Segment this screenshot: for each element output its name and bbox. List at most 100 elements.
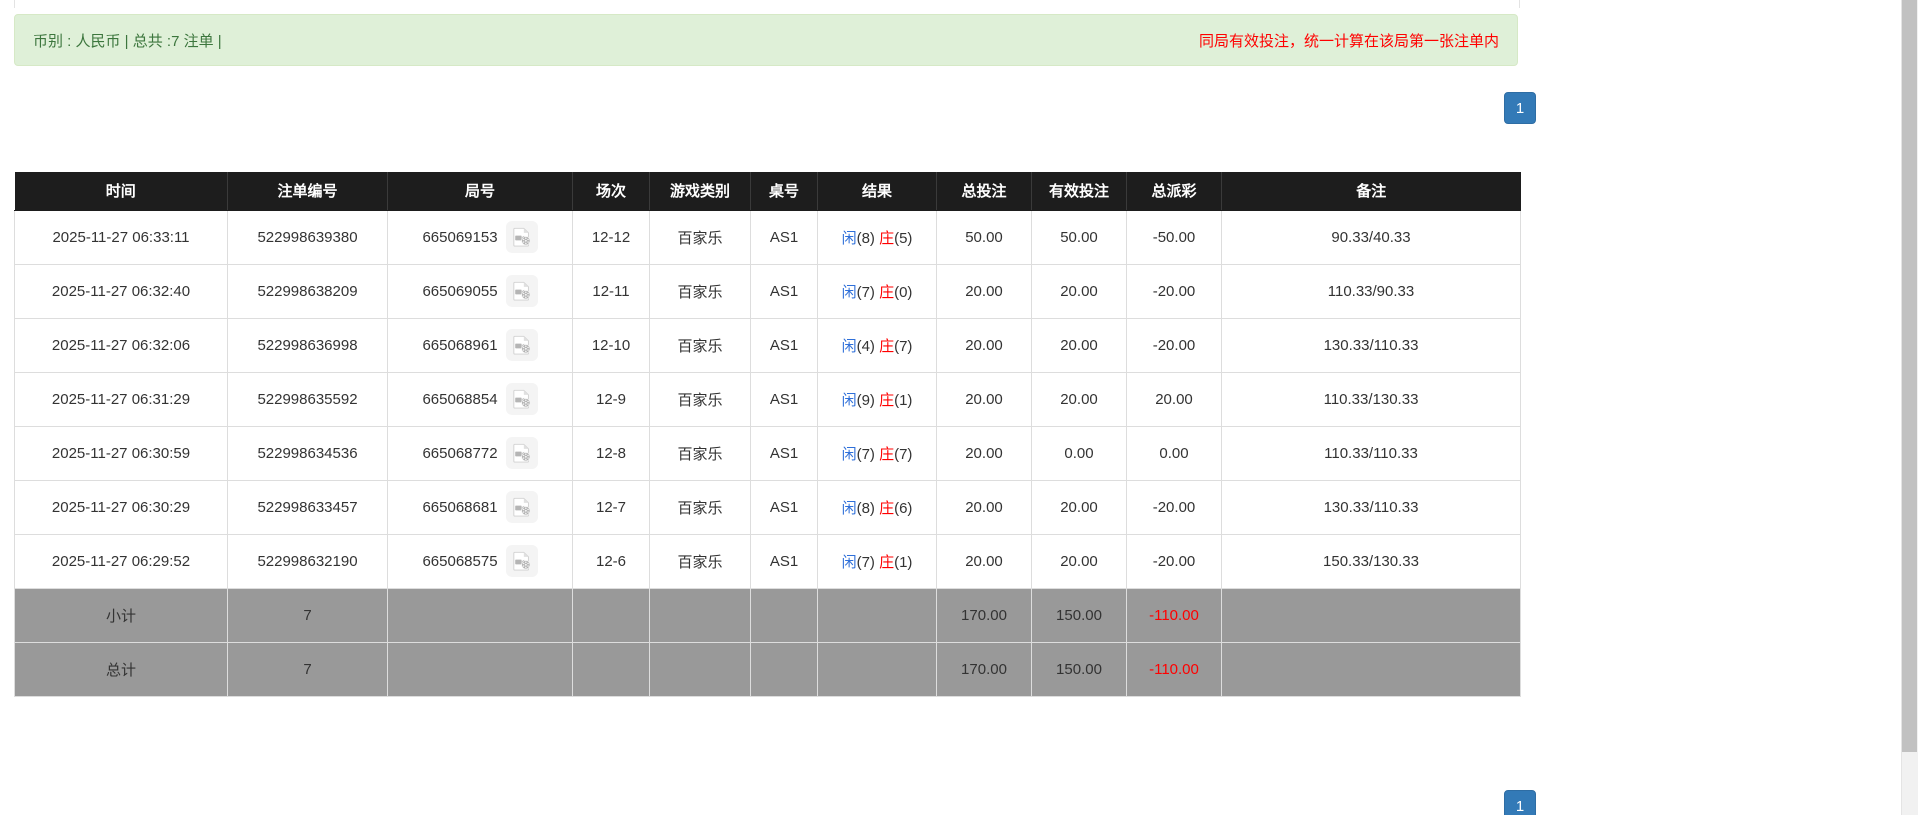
cell-session: 12-6 bbox=[572, 534, 650, 589]
cell-time: 2025-11-27 06:30:29 bbox=[14, 480, 228, 535]
subtotal-row: 小计 7 170.00 150.00 -110.00 bbox=[14, 588, 1521, 643]
video-file-icon[interactable] bbox=[505, 491, 538, 523]
vertical-scrollbar-track[interactable] bbox=[1901, 0, 1918, 815]
cell-round-no: 665068575 bbox=[387, 534, 573, 589]
cell-session: 12-9 bbox=[572, 372, 650, 427]
cell-total-payout: -20.00 bbox=[1126, 534, 1222, 589]
cell-round-no: 665068961 bbox=[387, 318, 573, 373]
result-player-label: 闲 bbox=[841, 337, 857, 355]
cell-result: 闲(8) 庄(6) bbox=[817, 480, 937, 535]
cell-game-type: 百家乐 bbox=[649, 426, 751, 481]
column-header-session[interactable]: 场次 bbox=[572, 172, 650, 211]
result-player-value: (4) bbox=[856, 337, 875, 355]
video-file-icon[interactable] bbox=[505, 275, 538, 307]
table-row: 2025-11-27 06:29:52 522998632190 665068575… bbox=[14, 534, 1521, 589]
cell-game-type: 百家乐 bbox=[649, 480, 751, 535]
pagination-page-1-bottom[interactable]: 1 bbox=[1504, 790, 1536, 815]
video-file-icon[interactable] bbox=[505, 329, 538, 361]
result-player-value: (7) bbox=[856, 553, 875, 571]
cell-remark: 130.33/110.33 bbox=[1221, 480, 1521, 535]
cell-table-no: AS1 bbox=[750, 534, 818, 589]
summary-blank-game-type bbox=[649, 588, 751, 643]
result-banker-value: (0) bbox=[894, 283, 913, 301]
cell-result: 闲(7) 庄(1) bbox=[817, 534, 937, 589]
column-header-time[interactable]: 时间 bbox=[14, 172, 228, 211]
cell-total-payout: -20.00 bbox=[1126, 318, 1222, 373]
cell-session: 12-7 bbox=[572, 480, 650, 535]
cell-valid-bet: 20.00 bbox=[1031, 318, 1127, 373]
result-player-label: 闲 bbox=[841, 499, 857, 517]
page-top-strip bbox=[14, 0, 1520, 8]
bet-records-table-container: 时间 注单编号 局号 场次 游戏类别 桌号 结果 总投注 有效投注 总派彩 备注… bbox=[14, 172, 1521, 697]
table-row: 2025-11-27 06:30:59 522998634536 665068772… bbox=[14, 426, 1521, 481]
column-header-table-no[interactable]: 桌号 bbox=[750, 172, 818, 211]
cell-round-no: 665068681 bbox=[387, 480, 573, 535]
valid-bet-notice-text: 同局有效投注，统一计算在该局第一张注单内 bbox=[1198, 32, 1499, 50]
result-banker-label: 庄 bbox=[874, 337, 895, 355]
table-row: 2025-11-27 06:32:40 522998638209 665069055… bbox=[14, 264, 1521, 319]
cell-total-payout: -20.00 bbox=[1126, 480, 1222, 535]
cell-result: 闲(4) 庄(7) bbox=[817, 318, 937, 373]
cell-round-no: 665068854 bbox=[387, 372, 573, 427]
video-file-icon[interactable] bbox=[505, 383, 538, 415]
cell-result: 闲(8) 庄(5) bbox=[817, 210, 937, 265]
round-no-text: 665068575 bbox=[422, 552, 498, 570]
result-banker-value: (1) bbox=[894, 553, 913, 571]
video-file-icon[interactable] bbox=[505, 437, 538, 469]
cell-time: 2025-11-27 06:32:06 bbox=[14, 318, 228, 373]
cell-total-bet: 20.00 bbox=[936, 426, 1032, 481]
cell-bet-id: 522998639380 bbox=[227, 210, 388, 265]
column-header-game-type[interactable]: 游戏类别 bbox=[649, 172, 751, 211]
column-header-valid-bet[interactable]: 有效投注 bbox=[1031, 172, 1127, 211]
result-banker-value: (7) bbox=[894, 337, 913, 355]
summary-total-bet: 170.00 bbox=[936, 642, 1032, 697]
cell-session: 12-8 bbox=[572, 426, 650, 481]
result-player-label: 闲 bbox=[841, 445, 857, 463]
cell-table-no: AS1 bbox=[750, 480, 818, 535]
table-row: 2025-11-27 06:31:29 522998635592 665068854… bbox=[14, 372, 1521, 427]
column-header-total-bet[interactable]: 总投注 bbox=[936, 172, 1032, 211]
column-header-total-payout[interactable]: 总派彩 bbox=[1126, 172, 1222, 211]
cell-session: 12-12 bbox=[572, 210, 650, 265]
cell-valid-bet: 20.00 bbox=[1031, 264, 1127, 319]
summary-blank-table-no bbox=[750, 588, 818, 643]
cell-bet-id: 522998635592 bbox=[227, 372, 388, 427]
summary-blank-session bbox=[572, 642, 650, 697]
grandtotal-row: 总计 7 170.00 150.00 -110.00 bbox=[14, 642, 1521, 697]
cell-table-no: AS1 bbox=[750, 210, 818, 265]
pagination-page-1-top[interactable]: 1 bbox=[1504, 92, 1536, 124]
cell-total-bet: 20.00 bbox=[936, 318, 1032, 373]
column-header-remark[interactable]: 备注 bbox=[1221, 172, 1521, 211]
video-file-icon[interactable] bbox=[505, 221, 538, 253]
cell-remark: 110.33/130.33 bbox=[1221, 372, 1521, 427]
cell-time: 2025-11-27 06:31:29 bbox=[14, 372, 228, 427]
column-header-round-no[interactable]: 局号 bbox=[387, 172, 573, 211]
summary-blank-round-no bbox=[387, 588, 573, 643]
summary-blank-round-no bbox=[387, 642, 573, 697]
cell-session: 12-11 bbox=[572, 264, 650, 319]
result-banker-label: 庄 bbox=[874, 229, 895, 247]
cell-session: 12-10 bbox=[572, 318, 650, 373]
cell-remark: 110.33/110.33 bbox=[1221, 426, 1521, 481]
round-no-text: 665068772 bbox=[422, 444, 498, 462]
summary-valid-bet: 150.00 bbox=[1031, 588, 1127, 643]
video-file-icon[interactable] bbox=[505, 545, 538, 577]
result-banker-label: 庄 bbox=[874, 553, 895, 571]
currency-summary-text: 币别 : 人民币 | 总共 :7 注单 | bbox=[33, 32, 222, 50]
result-player-value: (7) bbox=[856, 445, 875, 463]
cell-game-type: 百家乐 bbox=[649, 372, 751, 427]
cell-result: 闲(7) 庄(0) bbox=[817, 264, 937, 319]
cell-result: 闲(9) 庄(1) bbox=[817, 372, 937, 427]
cell-bet-id: 522998636998 bbox=[227, 318, 388, 373]
vertical-scrollbar-thumb[interactable] bbox=[1902, 0, 1917, 752]
cell-game-type: 百家乐 bbox=[649, 318, 751, 373]
column-header-bet-id[interactable]: 注单编号 bbox=[227, 172, 388, 211]
column-header-result[interactable]: 结果 bbox=[817, 172, 937, 211]
summary-total-bet: 170.00 bbox=[936, 588, 1032, 643]
cell-time: 2025-11-27 06:33:11 bbox=[14, 210, 228, 265]
cell-total-bet: 50.00 bbox=[936, 210, 1032, 265]
summary-total-payout: -110.00 bbox=[1126, 588, 1222, 643]
cell-round-no: 665069153 bbox=[387, 210, 573, 265]
cell-total-bet: 20.00 bbox=[936, 480, 1032, 535]
cell-round-no: 665068772 bbox=[387, 426, 573, 481]
